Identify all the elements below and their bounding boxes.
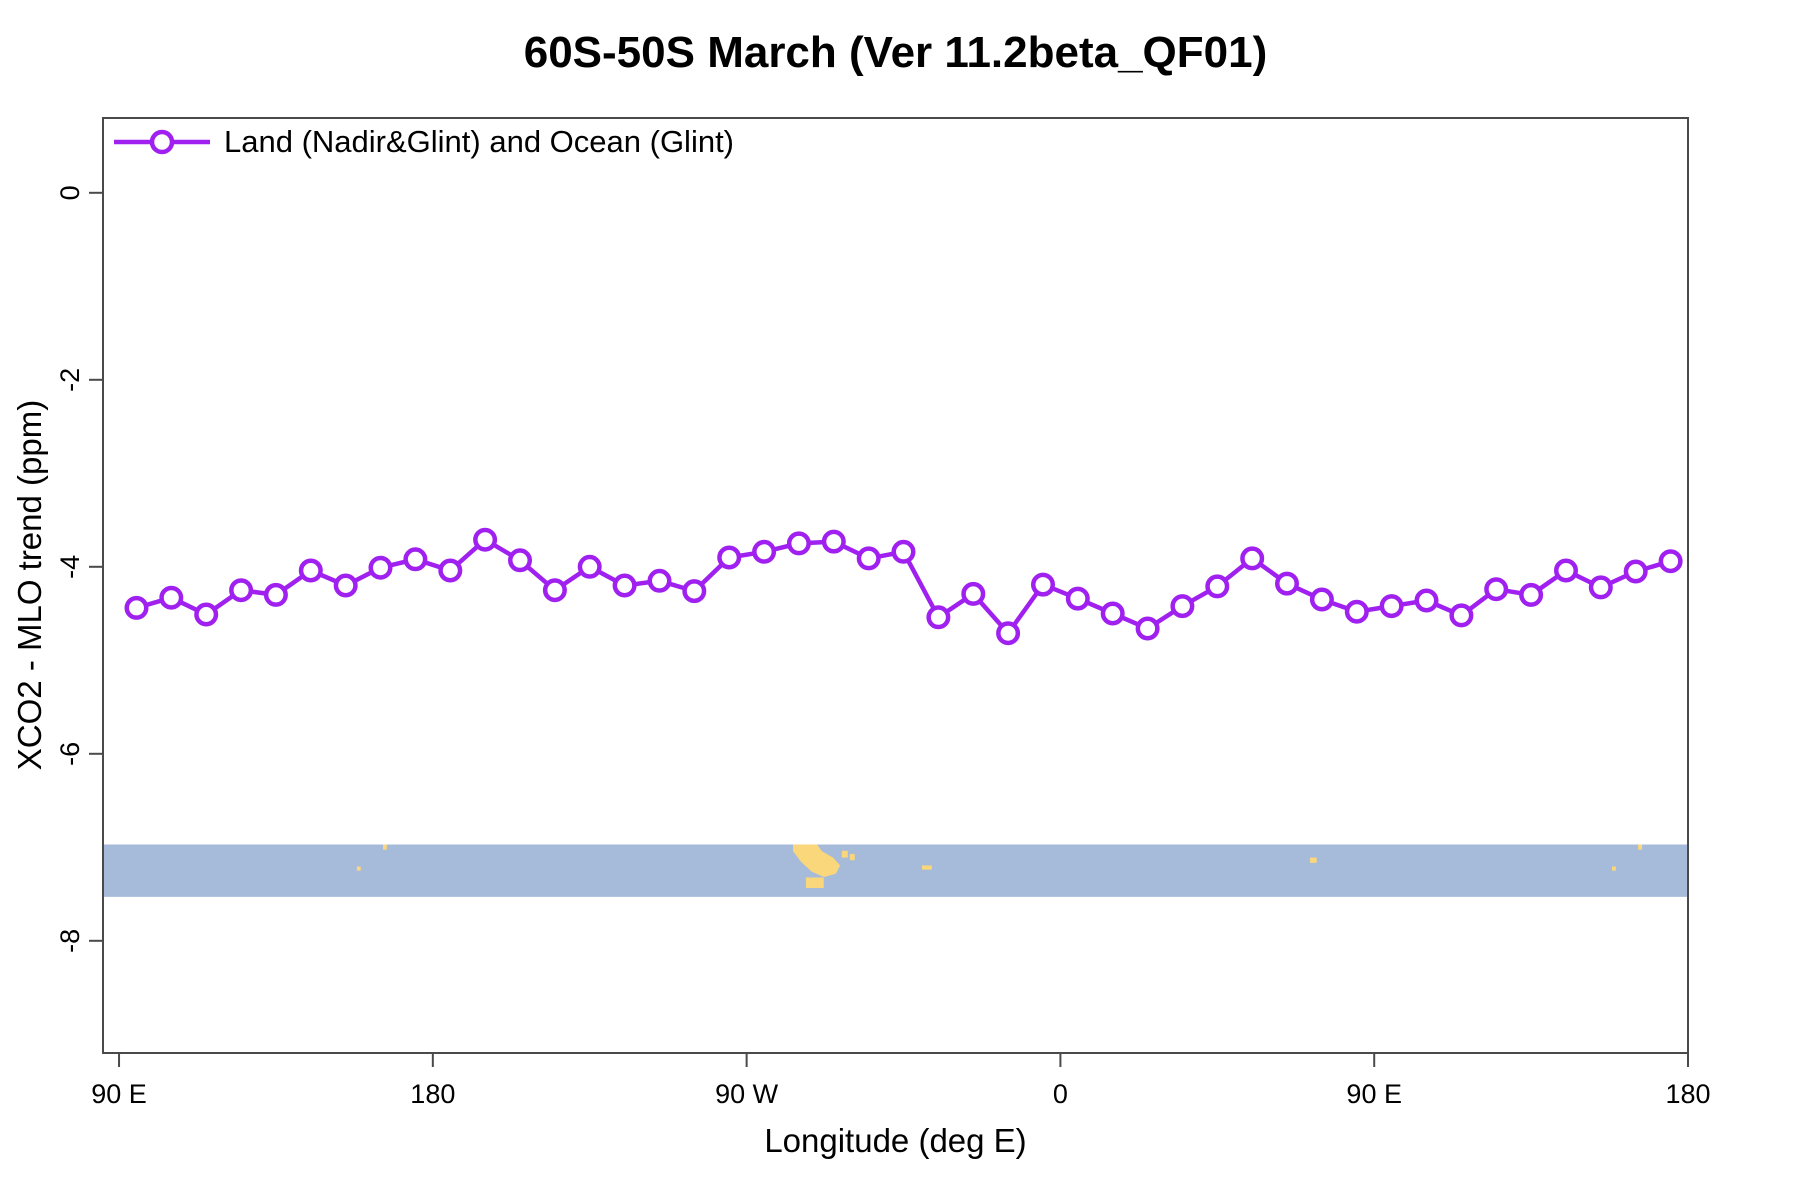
map-land-auckland-islands-wrap: [1638, 844, 1642, 850]
legend: Land (Nadir&Glint) and Ocean (Glint): [112, 122, 734, 162]
map-land-tierra-del-fuego: [805, 877, 824, 888]
data-point: [1623, 559, 1648, 584]
data-point: [1344, 599, 1369, 624]
data-point: [1065, 586, 1090, 611]
data-point: [1484, 577, 1509, 602]
x-tick-label: 0: [1053, 1079, 1068, 1109]
map-land-falkland-islands-west: [841, 850, 848, 858]
data-point: [1588, 575, 1613, 600]
chart-title: 60S-50S March (Ver 11.2beta_QF01): [523, 28, 1268, 77]
data-point: [996, 621, 1021, 646]
map-land-patagonia: [793, 844, 841, 877]
map-band-ocean: [103, 844, 1688, 897]
data-point: [542, 578, 567, 603]
data-point: [368, 555, 393, 580]
plot-box: [102, 117, 1689, 1054]
data-point: [1205, 574, 1230, 599]
y-tick-label: -2: [55, 368, 85, 392]
data-point: [647, 568, 672, 593]
y-axis-label: XCO2 - MLO trend (ppm): [11, 399, 48, 771]
data-point: [1449, 603, 1474, 628]
map-land-kerguelen: [1310, 857, 1317, 863]
data-point: [1031, 572, 1055, 597]
data-point: [1309, 587, 1334, 612]
data-point: [821, 529, 846, 554]
map-land-macquarie-island-wrap: [1611, 866, 1616, 871]
data-point: [786, 531, 811, 556]
data-point: [1170, 594, 1195, 619]
x-tick-label: 180: [410, 1079, 455, 1109]
x-tick-label: 180: [1665, 1079, 1710, 1109]
data-point: [891, 539, 916, 564]
map-land-south-georgia: [921, 865, 932, 870]
data-point: [1240, 546, 1265, 571]
map-land-falkland-islands-east: [849, 853, 855, 861]
legend-label: Land (Nadir&Glint) and Ocean (Glint): [224, 124, 735, 159]
data-point: [961, 581, 986, 606]
data-point: [1519, 582, 1544, 607]
data-point: [856, 546, 881, 571]
data-point: [752, 539, 777, 564]
legend-series-symbol-icon: [114, 129, 210, 155]
data-point: [263, 582, 288, 607]
data-point: [438, 558, 463, 583]
data-point: [926, 605, 951, 630]
data-point: [229, 578, 254, 603]
data-point: [298, 558, 323, 583]
data-point: [717, 545, 742, 570]
data-point: [508, 548, 532, 573]
data-point: [159, 585, 184, 610]
data-point: [1379, 594, 1404, 619]
x-tick-label: 90 W: [715, 1079, 779, 1109]
y-tick-label: -8: [55, 929, 85, 953]
x-tick-label: 90 E: [1346, 1079, 1402, 1109]
data-point: [1275, 571, 1299, 596]
map-land-auckland-islands: [382, 844, 387, 850]
data-point: [1554, 558, 1578, 583]
data-point: [333, 573, 358, 598]
data-point: [194, 602, 219, 627]
data-point: [612, 573, 637, 598]
y-tick-label: 0: [55, 185, 85, 200]
data-point: [1135, 616, 1160, 641]
y-tick-label: -4: [55, 555, 85, 579]
x-tick-label: 90 E: [91, 1079, 147, 1109]
data-point: [473, 527, 498, 552]
map-land-macquarie-island: [356, 866, 361, 871]
data-point: [403, 547, 428, 572]
data-point: [1658, 549, 1683, 574]
data-point: [124, 595, 149, 620]
y-tick-label: -6: [55, 742, 85, 766]
data-point: [577, 554, 602, 579]
data-point: [682, 579, 707, 604]
data-point: [1414, 588, 1439, 613]
data-point: [1100, 601, 1125, 626]
x-axis-label: Longitude (deg E): [764, 1122, 1027, 1159]
